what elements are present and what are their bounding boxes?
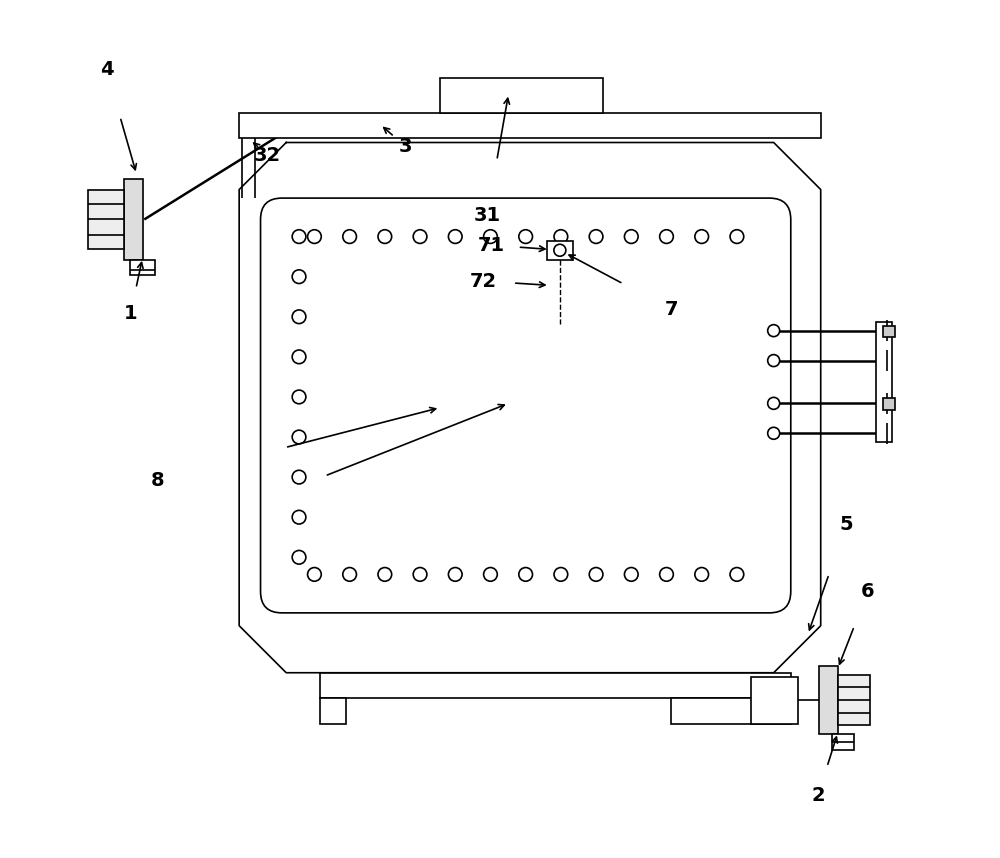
- Bar: [130, 260, 155, 275]
- Circle shape: [768, 324, 780, 336]
- Bar: [547, 241, 573, 260]
- Text: 2: 2: [811, 786, 825, 805]
- Circle shape: [695, 567, 709, 581]
- Circle shape: [484, 230, 497, 244]
- Text: 5: 5: [840, 516, 853, 535]
- Circle shape: [292, 230, 306, 244]
- Bar: [876, 322, 892, 442]
- Bar: [838, 675, 870, 725]
- Circle shape: [660, 230, 673, 244]
- Circle shape: [292, 470, 306, 484]
- Text: 3: 3: [399, 137, 413, 156]
- Circle shape: [660, 567, 673, 581]
- Circle shape: [624, 567, 638, 581]
- Circle shape: [343, 567, 356, 581]
- Text: 31: 31: [474, 206, 501, 225]
- Circle shape: [378, 567, 392, 581]
- Circle shape: [554, 245, 566, 257]
- Text: 6: 6: [861, 582, 875, 601]
- Circle shape: [554, 230, 568, 244]
- Circle shape: [484, 567, 497, 581]
- Circle shape: [519, 230, 532, 244]
- Circle shape: [768, 397, 780, 409]
- Circle shape: [292, 430, 306, 444]
- Circle shape: [413, 567, 427, 581]
- Circle shape: [624, 230, 638, 244]
- Text: 1: 1: [124, 304, 137, 323]
- Bar: [124, 178, 143, 260]
- Circle shape: [519, 567, 532, 581]
- FancyBboxPatch shape: [261, 198, 791, 613]
- Bar: [883, 398, 895, 410]
- Circle shape: [768, 354, 780, 366]
- Circle shape: [448, 230, 462, 244]
- Polygon shape: [239, 142, 821, 673]
- Circle shape: [308, 567, 321, 581]
- Text: 7: 7: [664, 299, 678, 319]
- Bar: [883, 325, 895, 337]
- Bar: [320, 698, 346, 724]
- Circle shape: [292, 269, 306, 283]
- Circle shape: [413, 230, 427, 244]
- Circle shape: [292, 310, 306, 323]
- Bar: [440, 78, 603, 112]
- Circle shape: [292, 551, 306, 564]
- Circle shape: [730, 567, 744, 581]
- Circle shape: [292, 390, 306, 404]
- Bar: [320, 673, 791, 698]
- Bar: [671, 698, 791, 724]
- Circle shape: [292, 350, 306, 364]
- Bar: [88, 190, 124, 250]
- Text: 32: 32: [254, 146, 281, 165]
- Bar: [819, 666, 838, 734]
- Circle shape: [292, 511, 306, 524]
- Circle shape: [378, 230, 392, 244]
- Text: 4: 4: [100, 60, 113, 79]
- Bar: [832, 734, 854, 750]
- Circle shape: [589, 230, 603, 244]
- Text: 72: 72: [469, 271, 496, 291]
- Bar: [751, 677, 798, 724]
- Text: 71: 71: [478, 236, 505, 255]
- Circle shape: [554, 567, 568, 581]
- Circle shape: [730, 230, 744, 244]
- Circle shape: [308, 230, 321, 244]
- Circle shape: [589, 567, 603, 581]
- Text: 8: 8: [151, 471, 165, 490]
- Circle shape: [695, 230, 709, 244]
- Circle shape: [768, 427, 780, 439]
- Circle shape: [448, 567, 462, 581]
- Bar: [239, 112, 821, 138]
- Circle shape: [343, 230, 356, 244]
